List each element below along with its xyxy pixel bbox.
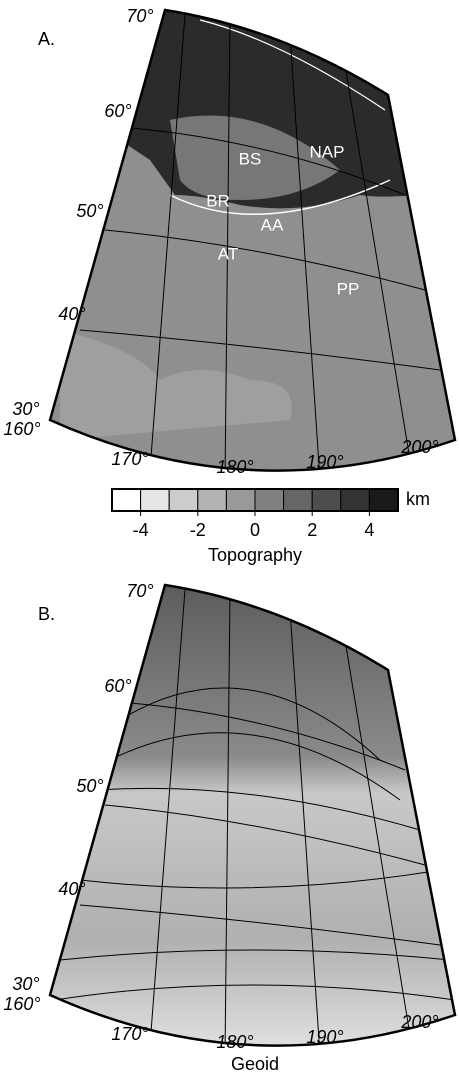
lon-label: 160° [3, 419, 40, 439]
region-label: PP [337, 279, 360, 298]
lon-label: 160° [3, 994, 40, 1014]
region-label: AA [261, 215, 284, 234]
lat-label: 60° [104, 676, 131, 696]
colorbar-label: Topography [208, 545, 302, 565]
region-label: NAP [310, 142, 345, 161]
lon-label: 180° [216, 1032, 253, 1052]
region-label: BS [239, 149, 262, 168]
colorbar-tick-label: -4 [133, 520, 149, 540]
figure: A.70°60°50°40°30°160°170°180°190°200°BSN… [0, 0, 459, 1079]
lon-label: 200° [400, 1012, 438, 1032]
lat-label: 30° [12, 974, 39, 994]
lon-label: 190° [306, 1027, 343, 1047]
colorbar-swatch [112, 489, 141, 511]
colorbar-swatch [141, 489, 170, 511]
colorbar-tick-label: 4 [364, 520, 374, 540]
colorbar-swatch [284, 489, 313, 511]
lon-label: 190° [306, 452, 343, 472]
panel-label: B. [38, 604, 55, 624]
colorbar-tick-label: 0 [250, 520, 260, 540]
colorbar-unit: km [406, 489, 430, 509]
colorbar-swatch [255, 489, 284, 511]
lon-label: 200° [400, 437, 438, 457]
colorbar-swatch [312, 489, 341, 511]
lat-label: 40° [58, 304, 85, 324]
lat-label: 60° [104, 101, 131, 121]
caption: Geoid [231, 1054, 279, 1074]
lat-label: 50° [76, 201, 103, 221]
panel-label: A. [38, 29, 55, 49]
colorbar-swatch [369, 489, 398, 511]
lat-label: 50° [76, 776, 103, 796]
lat-label: 30° [12, 399, 39, 419]
lat-label: 40° [58, 879, 85, 899]
lon-label: 170° [111, 449, 148, 469]
colorbar-swatch [198, 489, 227, 511]
colorbar-swatch [341, 489, 370, 511]
lon-label: 180° [216, 457, 253, 477]
lat-label: 70° [126, 581, 153, 601]
lat-label: 70° [126, 6, 153, 26]
colorbar-swatch [169, 489, 198, 511]
region-label: BR [206, 191, 230, 210]
colorbar-swatch [226, 489, 255, 511]
colorbar-tick-label: 2 [307, 520, 317, 540]
colorbar-tick-label: -2 [190, 520, 206, 540]
region-label: AT [218, 244, 238, 263]
lon-label: 170° [111, 1024, 148, 1044]
